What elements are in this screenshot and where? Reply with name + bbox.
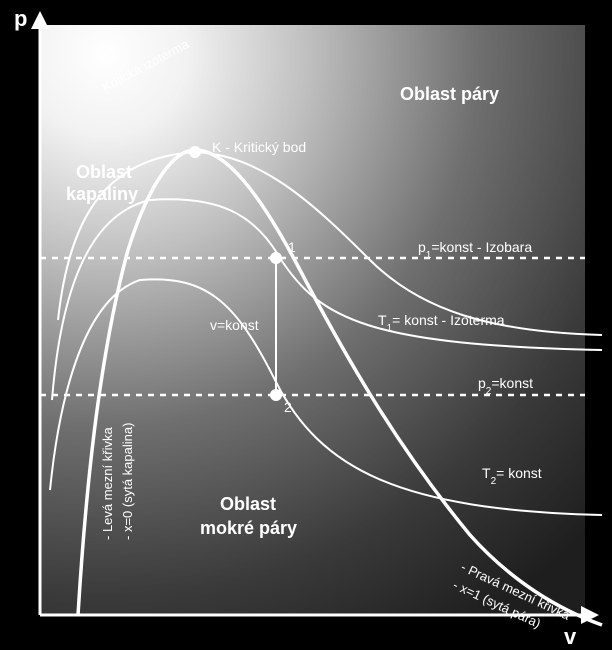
isochore-label: v=konst — [210, 317, 259, 333]
point-2-label: 2 — [284, 399, 292, 415]
y-axis-label: p — [14, 6, 27, 31]
region-vapor-label: Oblast páry — [400, 84, 499, 104]
point-k — [189, 146, 201, 158]
pv-diagram: pvOblast páryOblastkapalinyOblastmokré p… — [0, 0, 612, 650]
point-1-label: 1 — [288, 239, 296, 255]
region-liquid-label-2: kapaliny — [66, 184, 138, 204]
x-axis-label: v — [564, 624, 577, 649]
region-liquid-label-1: Oblast — [76, 162, 132, 182]
left-boundary-label-2: - x=0 (sytá kapalina) — [120, 423, 135, 540]
region-wet-label-1: Oblast — [220, 494, 276, 514]
region-wet-label-2: mokré páry — [200, 518, 297, 538]
point-pt1 — [270, 252, 282, 264]
point-pt2 — [270, 389, 282, 401]
critical-point-label: K - Kritický bod — [212, 139, 306, 155]
left-boundary-label-1: - Levá mezní křivka — [100, 427, 115, 540]
